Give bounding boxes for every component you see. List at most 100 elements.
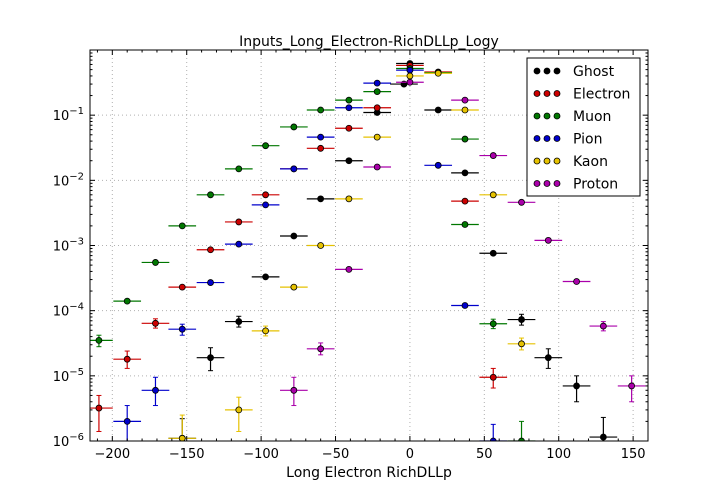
data-point — [489, 249, 497, 257]
legend-marker — [533, 180, 541, 187]
data-point — [235, 318, 243, 325]
legend-marker — [553, 135, 561, 142]
data-point — [489, 320, 497, 328]
data-point — [345, 124, 353, 132]
data-point — [544, 236, 552, 244]
data-point — [262, 142, 269, 150]
x-tick-label: 150 — [621, 447, 646, 462]
legend-marker — [543, 112, 551, 120]
data-point — [345, 104, 353, 112]
x-tick-label: 100 — [546, 447, 571, 462]
y-tick-base: 10 — [53, 109, 70, 124]
data-point — [461, 106, 469, 114]
data-point — [461, 169, 469, 177]
series-proton — [280, 78, 646, 407]
legend-marker — [543, 157, 551, 165]
legend-marker — [533, 135, 541, 142]
legend-label: Pion — [573, 132, 602, 148]
legend: Ghost Electron Muon Pion Kaon Proton — [526, 57, 641, 197]
data-point — [123, 417, 131, 425]
x-tick-label: −50 — [322, 447, 349, 462]
y-tick-base: 10 — [53, 240, 70, 255]
data-point — [178, 325, 186, 333]
legend-marker — [533, 90, 541, 97]
legend-marker — [553, 90, 561, 97]
data-point — [373, 88, 381, 95]
data-point — [262, 191, 269, 199]
y-tick-label: 10−6 — [53, 432, 84, 450]
data-point — [544, 354, 552, 362]
legend-label: Muon — [573, 109, 611, 125]
axes: −200 −150 −100 −50 0 50 100 15010−610−510−410−3… — [53, 50, 649, 462]
legend-marker — [553, 112, 561, 120]
legend-label: Kaon — [573, 154, 608, 170]
y-tick-exponent: −1 — [69, 106, 84, 117]
y-tick-exponent: −6 — [69, 432, 84, 443]
data-point — [95, 404, 103, 412]
data-point — [573, 382, 580, 390]
y-tick-base: 10 — [53, 370, 70, 385]
x-tick-label: 0 — [406, 447, 414, 462]
data-point — [317, 345, 325, 353]
data-point — [434, 69, 442, 77]
data-point — [152, 259, 159, 266]
data-point — [373, 163, 381, 171]
legend-item-ghost: Ghost — [533, 64, 615, 80]
data-point — [290, 232, 298, 240]
data-point — [207, 246, 214, 254]
data-point — [406, 78, 414, 86]
data-point — [518, 340, 525, 348]
data-point — [373, 79, 381, 87]
y-tick-label: 10−2 — [53, 171, 84, 189]
data-point — [518, 316, 525, 323]
data-point — [235, 165, 243, 173]
data-point — [461, 197, 469, 205]
legend-marker — [543, 180, 551, 187]
data-point — [518, 198, 525, 206]
data-point — [317, 133, 325, 141]
y-tick-label: 10−1 — [53, 106, 84, 124]
data-point — [235, 240, 243, 248]
y-tick-base: 10 — [53, 305, 70, 320]
x-tick-label: −200 — [94, 447, 130, 462]
y-tick-label: 10−3 — [53, 237, 84, 255]
data-point — [262, 327, 269, 335]
data-point — [152, 386, 159, 394]
data-point — [345, 195, 353, 203]
data-point — [262, 273, 269, 281]
legend-box — [526, 57, 641, 197]
data-point — [345, 265, 353, 273]
data-point — [628, 382, 636, 390]
data-point — [573, 278, 580, 285]
data-point — [207, 279, 214, 286]
data-point — [489, 191, 497, 199]
legend-item-kaon: Kaon — [533, 154, 608, 170]
data-point — [373, 133, 381, 141]
data-point — [317, 144, 325, 152]
data-point — [406, 66, 414, 74]
data-point — [599, 322, 607, 330]
data-point — [178, 283, 186, 291]
data-point — [345, 96, 353, 104]
legend-label: Ghost — [573, 64, 615, 80]
data-point — [489, 437, 497, 441]
data-point — [345, 157, 353, 165]
legend-label: Electron — [573, 87, 630, 103]
y-tick-label: 10−5 — [53, 367, 84, 385]
legend-item-pion: Pion — [533, 132, 602, 148]
data-point — [434, 106, 442, 114]
legend-label: Proton — [573, 177, 618, 193]
data-point — [461, 96, 469, 104]
series-pion — [113, 66, 508, 441]
data-point — [290, 386, 298, 394]
data-point — [123, 297, 131, 305]
data-point — [406, 72, 414, 80]
data-point — [207, 354, 214, 362]
y-tick-exponent: −4 — [69, 302, 84, 313]
legend-marker — [533, 67, 541, 75]
series-kaon — [168, 69, 536, 441]
legend-marker — [543, 67, 551, 75]
legend-item-proton: Proton — [533, 177, 618, 193]
plot-area — [90, 60, 646, 441]
